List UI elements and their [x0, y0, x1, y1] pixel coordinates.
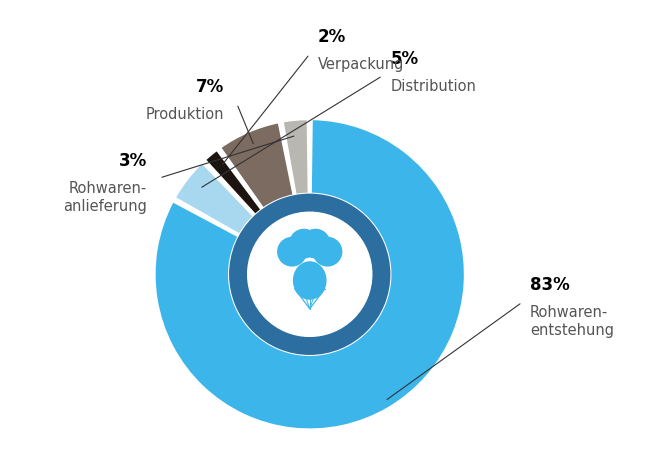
- Circle shape: [290, 229, 318, 258]
- Text: 83%: 83%: [530, 276, 570, 294]
- Text: 3%: 3%: [119, 152, 147, 171]
- Circle shape: [278, 237, 306, 266]
- Ellipse shape: [294, 262, 326, 299]
- Wedge shape: [155, 119, 465, 430]
- Wedge shape: [174, 162, 254, 235]
- Wedge shape: [282, 119, 308, 195]
- Circle shape: [313, 237, 342, 266]
- Text: 7%: 7%: [196, 78, 224, 96]
- Circle shape: [248, 212, 372, 336]
- Circle shape: [301, 229, 330, 258]
- Text: Verpackung: Verpackung: [318, 57, 404, 72]
- Text: Rohwaren-
entstehung: Rohwaren- entstehung: [530, 305, 614, 338]
- Text: Rohwaren-
anlieferung: Rohwaren- anlieferung: [63, 181, 147, 213]
- Text: Distribution: Distribution: [390, 79, 476, 94]
- Wedge shape: [220, 122, 294, 208]
- Wedge shape: [205, 150, 262, 215]
- Text: 2%: 2%: [318, 28, 346, 46]
- Text: Produktion: Produktion: [146, 107, 224, 122]
- Text: 5%: 5%: [390, 50, 418, 68]
- Wedge shape: [229, 194, 390, 355]
